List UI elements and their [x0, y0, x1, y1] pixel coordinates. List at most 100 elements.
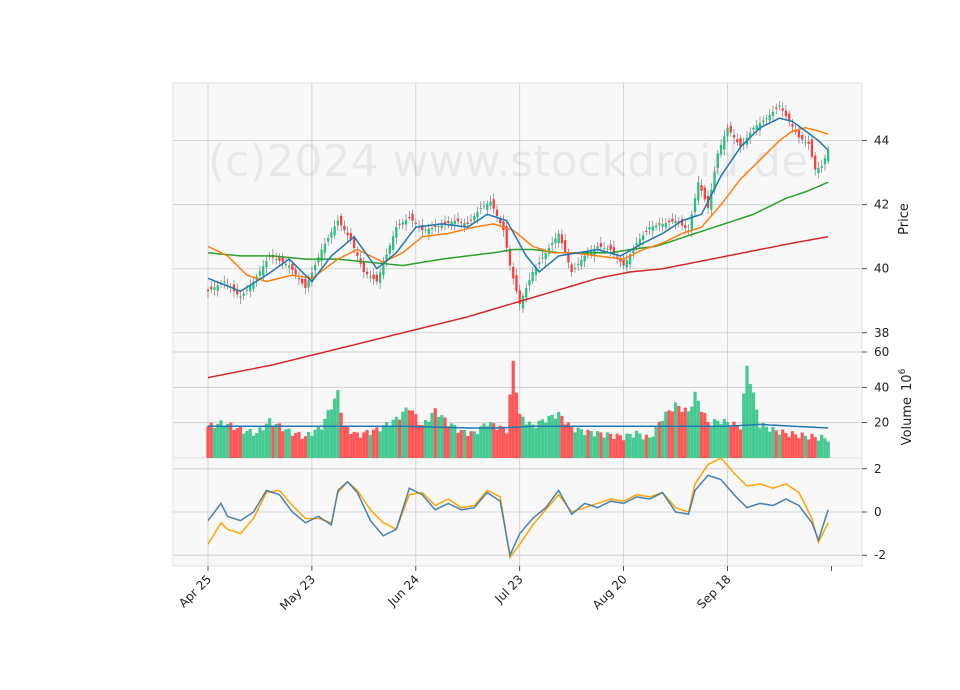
- volume-bar: [479, 426, 483, 458]
- candle-body: [275, 259, 278, 261]
- candle-body: [398, 223, 401, 225]
- candle-body: [820, 166, 823, 168]
- volume-bar: [401, 411, 405, 458]
- candle-body: [667, 220, 671, 223]
- candlestick: [252, 276, 255, 293]
- candlestick: [395, 220, 398, 245]
- candlestick: [797, 125, 801, 144]
- candle-body: [807, 141, 810, 144]
- volume-bar: [346, 425, 350, 458]
- candle-body: [330, 232, 333, 238]
- volume-bar: [592, 436, 596, 458]
- candlestick: [398, 218, 401, 230]
- candlestick: [700, 179, 703, 198]
- candlestick: [333, 220, 336, 240]
- candlestick: [369, 270, 372, 283]
- volume-bar: [323, 418, 327, 458]
- candlestick: [495, 205, 499, 222]
- volume-bar: [271, 425, 275, 458]
- candle-body: [583, 255, 586, 262]
- candlestick: [726, 123, 729, 142]
- candle-body: [421, 225, 424, 231]
- candle-body: [661, 223, 664, 227]
- candlestick: [365, 267, 369, 279]
- candlestick: [615, 251, 619, 264]
- candlestick: [580, 255, 583, 270]
- candle-body: [752, 127, 755, 130]
- candle-body: [528, 279, 531, 286]
- candle-body: [775, 107, 778, 109]
- volume-bar: [238, 426, 243, 458]
- macd-line: [207, 474, 829, 558]
- candle-body: [645, 231, 648, 233]
- volume-bar: [560, 415, 564, 458]
- volume-bar: [712, 419, 717, 458]
- x-tick-label: Sep 18: [694, 572, 733, 611]
- volume-bar: [371, 429, 376, 458]
- volume-bar: [284, 429, 288, 458]
- candle-body: [664, 223, 667, 228]
- candlestick: [664, 218, 667, 233]
- candle-body: [827, 150, 830, 162]
- candle-body: [216, 285, 219, 291]
- candle-body: [762, 120, 765, 123]
- candlestick: [304, 275, 307, 294]
- volume-bar: [349, 434, 353, 458]
- volume-bar: [690, 406, 694, 458]
- candle-body: [372, 274, 375, 280]
- volume-bar: [219, 420, 223, 458]
- candlestick: [320, 243, 323, 267]
- volume-bar: [242, 433, 246, 458]
- candle-body: [755, 125, 758, 130]
- candlestick: [281, 253, 284, 269]
- candlestick: [288, 259, 291, 274]
- volume-bar: [826, 441, 830, 458]
- candle-body: [512, 267, 515, 279]
- candlestick: [820, 160, 823, 173]
- candle-body: [469, 219, 473, 221]
- volume-bar: [800, 432, 804, 458]
- volume-bar: [774, 430, 778, 458]
- candlestick: [499, 215, 502, 227]
- candle-body: [314, 264, 317, 271]
- x-tick-label: May 23: [277, 572, 318, 613]
- candle-body: [456, 218, 460, 222]
- volume-bar: [729, 426, 733, 458]
- candlestick: [804, 136, 807, 147]
- volume-bar: [738, 429, 743, 458]
- candlestick: [749, 127, 752, 144]
- candle-body: [544, 252, 547, 260]
- candlestick: [771, 105, 775, 122]
- volume-bar: [803, 435, 808, 458]
- candle-body: [232, 284, 236, 292]
- candle-body: [625, 259, 629, 268]
- volume-bar: [537, 420, 541, 458]
- volume-bar: [492, 423, 496, 458]
- volume-bar: [553, 418, 558, 458]
- candlestick: [654, 222, 658, 231]
- candle-body: [476, 211, 479, 218]
- candle-body: [690, 214, 693, 232]
- candle-body: [525, 287, 528, 298]
- volume-bar: [667, 410, 671, 458]
- candlestick: [314, 260, 317, 277]
- volume-bar: [794, 434, 798, 458]
- candle-body: [502, 221, 505, 231]
- volume-bar: [618, 435, 622, 458]
- candlestick: [567, 248, 570, 269]
- candle-body: [648, 227, 651, 230]
- price-panel: [172, 82, 863, 353]
- volume-bar: [596, 431, 600, 458]
- candle-body: [632, 248, 635, 254]
- candle-body: [411, 213, 414, 221]
- candle-body: [817, 167, 820, 173]
- candle-body: [554, 238, 557, 244]
- volume-bar: [459, 430, 463, 458]
- candle-body: [784, 110, 788, 117]
- volume-bar: [797, 438, 801, 458]
- volume-bar: [277, 423, 282, 458]
- volume-bar: [589, 431, 593, 458]
- candle-body: [580, 259, 583, 267]
- candlestick: [703, 184, 706, 203]
- volume-bar: [521, 416, 525, 458]
